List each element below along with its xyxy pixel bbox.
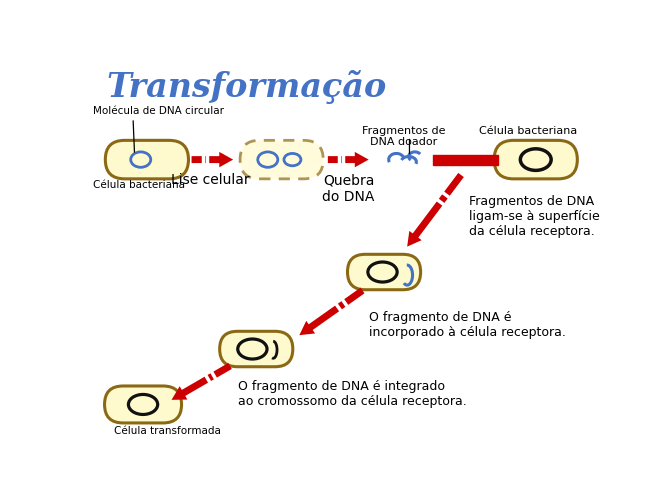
Bar [434, 155, 498, 165]
FancyBboxPatch shape [104, 386, 181, 423]
Text: Quebra
do DNA: Quebra do DNA [322, 173, 375, 204]
FancyBboxPatch shape [347, 255, 421, 290]
Text: Fragmentos de
DNA doador: Fragmentos de DNA doador [361, 126, 445, 147]
FancyBboxPatch shape [105, 141, 189, 179]
Text: O fragmento de DNA é
incorporado à célula receptora.: O fragmento de DNA é incorporado à célul… [369, 311, 565, 339]
Text: Lise celular: Lise celular [171, 173, 250, 187]
Polygon shape [191, 152, 233, 167]
Polygon shape [328, 152, 369, 167]
FancyBboxPatch shape [240, 141, 323, 179]
FancyBboxPatch shape [494, 141, 577, 179]
Polygon shape [407, 173, 464, 247]
Text: O fragmento de DNA é integrado
ao cromossomo da célula receptora.: O fragmento de DNA é integrado ao cromos… [237, 380, 466, 408]
Polygon shape [171, 363, 231, 400]
Text: Célula transformada: Célula transformada [114, 426, 221, 436]
Text: Molécula de DNA circular: Molécula de DNA circular [93, 106, 224, 116]
Text: Célula bacteriana: Célula bacteriana [93, 180, 185, 190]
Polygon shape [299, 288, 365, 335]
FancyBboxPatch shape [219, 331, 293, 367]
Text: Fragmentos de DNA
ligam-se à superfície
da célula receptora.: Fragmentos de DNA ligam-se à superfície … [469, 195, 599, 238]
Text: Transformação: Transformação [107, 70, 387, 103]
Text: Célula bacteriana: Célula bacteriana [479, 126, 577, 136]
